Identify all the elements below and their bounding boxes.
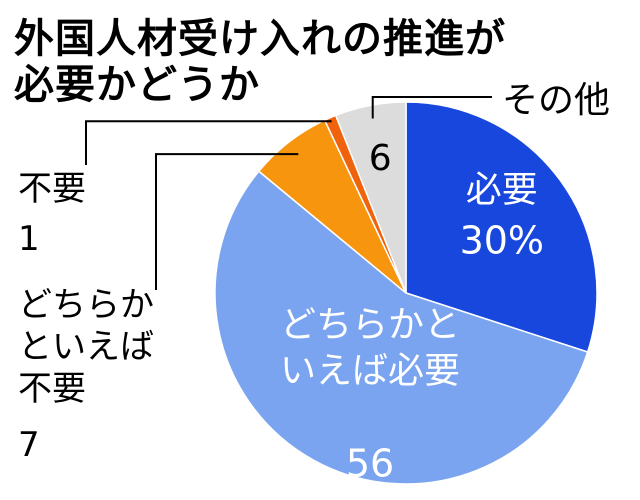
slice-3-label-line-3: 不要 [18, 369, 86, 409]
slice-5-value-line-1: 6 [369, 138, 392, 179]
chart-title-line-2: 必要かどうか [14, 62, 260, 108]
slice-2-label-line-1: どちらかと [280, 305, 460, 346]
slice-4-leader [85, 120, 332, 165]
slice-1-wedge [405, 101, 598, 353]
slice-5-wedge [334, 101, 407, 294]
slice-4-value-line-1: 1 [18, 219, 40, 259]
slice-4-label-line-1: 不要 [18, 169, 86, 209]
slice-2-wedge [214, 170, 589, 485]
slice-5-label-line-1: その他 [502, 80, 610, 121]
slice-3-leader [155, 153, 299, 290]
slice-1-label-line-1: 必要 [466, 169, 538, 210]
slice-2-value-line-1: 56 [346, 442, 394, 486]
slice-2-label-line-2: いえば必要 [280, 351, 460, 392]
slice-3-value-line-1: 7 [18, 425, 40, 465]
slice-3-label-line-2: といえば [18, 327, 154, 367]
slice-3-label-line-1: どちらか [18, 285, 154, 325]
chart-title-line-1: 外国人材受け入れの推進が [14, 16, 506, 62]
slice-5-leader [371, 96, 492, 119]
slice-1-value-line-1: 30% [460, 218, 544, 262]
